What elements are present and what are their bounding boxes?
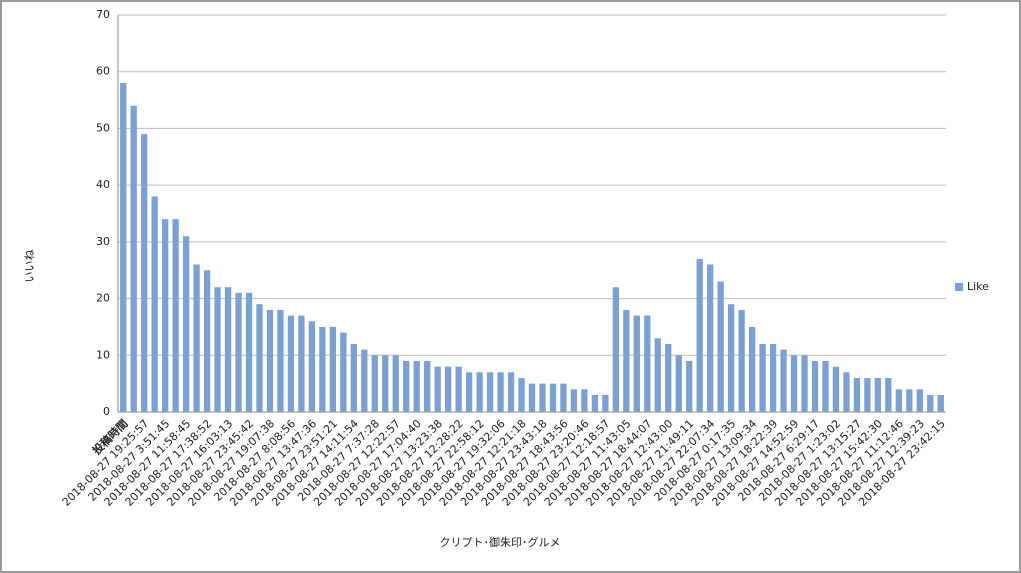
bar xyxy=(560,383,567,412)
bar xyxy=(392,355,399,412)
bar xyxy=(759,343,766,412)
bar xyxy=(382,355,389,412)
bar xyxy=(340,332,347,412)
bar xyxy=(906,389,913,412)
y-tick-label: 40 xyxy=(96,178,110,191)
bar xyxy=(780,349,787,412)
bar xyxy=(927,394,934,412)
bar xyxy=(748,326,756,412)
bar xyxy=(308,321,316,412)
bar xyxy=(570,389,578,412)
bar xyxy=(727,304,735,412)
bar xyxy=(497,372,504,412)
bar xyxy=(602,394,609,412)
bar xyxy=(151,196,158,412)
bar xyxy=(675,355,682,412)
y-tick-label: 20 xyxy=(96,292,110,305)
y-tick-label: 70 xyxy=(96,8,110,21)
bar xyxy=(266,309,274,412)
bar xyxy=(937,394,944,412)
bar xyxy=(644,315,651,412)
bar xyxy=(245,292,253,412)
bar xyxy=(811,360,819,412)
y-tick-label: 30 xyxy=(96,235,110,248)
legend-label: Like xyxy=(967,280,989,293)
bar xyxy=(707,264,714,412)
bar xyxy=(403,360,410,412)
bar xyxy=(287,315,295,412)
bar xyxy=(120,83,127,413)
bar xyxy=(214,287,221,412)
legend-swatch xyxy=(955,283,963,291)
bar xyxy=(172,219,179,412)
bar xyxy=(686,360,693,412)
bar xyxy=(738,309,745,412)
bar xyxy=(591,394,599,412)
bar xyxy=(853,377,861,412)
bar xyxy=(476,372,483,412)
bar xyxy=(790,355,798,412)
bar xyxy=(581,389,588,412)
bar xyxy=(822,360,829,412)
bar xyxy=(539,383,546,412)
bar xyxy=(465,372,473,412)
bar xyxy=(843,372,850,412)
bar xyxy=(518,377,525,412)
y-axis-title: いいね xyxy=(23,250,36,283)
bar xyxy=(874,377,882,412)
bar xyxy=(350,343,357,412)
bar xyxy=(528,383,536,412)
bar xyxy=(507,372,515,412)
bar xyxy=(371,355,378,412)
bar xyxy=(916,389,923,412)
bar xyxy=(235,292,242,412)
bar xyxy=(424,360,431,412)
bar xyxy=(864,377,871,412)
bar xyxy=(162,219,169,412)
y-tick-label: 0 xyxy=(103,405,110,418)
bar xyxy=(665,343,672,412)
bar xyxy=(298,315,305,412)
bar xyxy=(895,389,902,412)
bar xyxy=(633,315,640,412)
bar xyxy=(612,287,619,412)
bar xyxy=(277,309,284,412)
bar xyxy=(434,366,441,412)
bar xyxy=(413,360,420,412)
bar xyxy=(717,281,724,412)
bar xyxy=(486,372,494,412)
bar xyxy=(445,366,452,412)
y-tick-label: 10 xyxy=(96,348,110,361)
bar xyxy=(885,377,892,412)
bar xyxy=(141,134,148,412)
bar xyxy=(361,349,368,412)
bar xyxy=(182,236,190,412)
bar xyxy=(319,326,326,412)
bar xyxy=(832,366,840,412)
bar xyxy=(623,309,630,412)
bar xyxy=(329,326,337,412)
y-tick-label: 60 xyxy=(96,65,110,78)
bar xyxy=(130,105,137,412)
bar xyxy=(224,287,232,412)
bar xyxy=(654,338,661,412)
y-tick-label: 50 xyxy=(96,121,110,134)
x-axis-title: クリプト･御朱印･グルメ xyxy=(440,535,561,549)
bar xyxy=(455,366,462,412)
bar xyxy=(256,304,263,412)
bar xyxy=(549,383,557,412)
bar xyxy=(801,355,808,412)
bar xyxy=(203,270,211,412)
bar xyxy=(769,343,777,412)
bar xyxy=(696,258,703,412)
bar xyxy=(193,264,200,412)
